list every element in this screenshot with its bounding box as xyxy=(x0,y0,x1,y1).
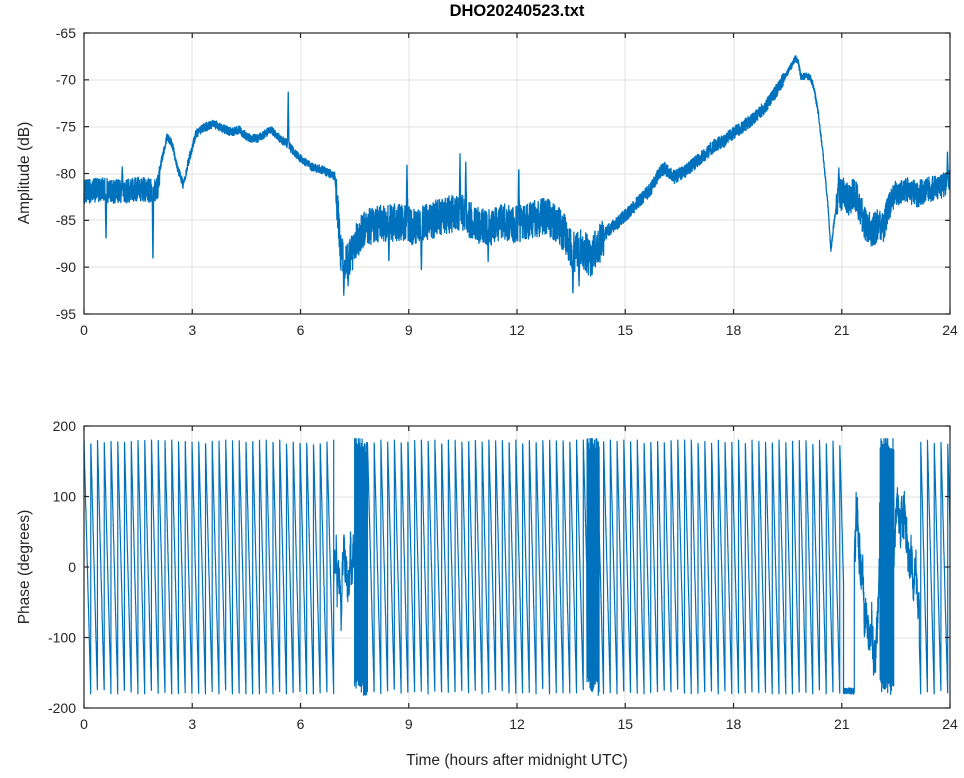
plot-title: DHO20240523.txt xyxy=(449,2,585,20)
phase-y-axis-label: Phase (degrees) xyxy=(16,509,33,625)
amplitude-y-axis-label: Amplitude (dB) xyxy=(16,121,33,225)
time-x-axis-label: Time (hours after midnight UTC) xyxy=(406,752,628,769)
